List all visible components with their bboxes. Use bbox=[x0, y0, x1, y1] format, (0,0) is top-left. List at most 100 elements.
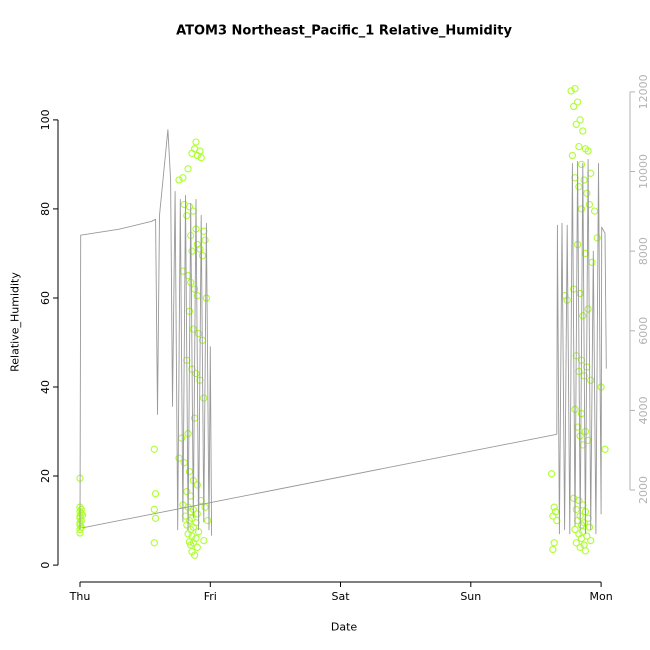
y-right-tick-label: 4000 bbox=[637, 396, 650, 424]
rh-point bbox=[151, 514, 160, 522]
rh-point bbox=[588, 258, 596, 266]
rh-point bbox=[590, 207, 599, 215]
rh-point bbox=[601, 445, 609, 453]
rh-point bbox=[193, 543, 201, 551]
rh-point bbox=[581, 427, 590, 436]
rh-point bbox=[188, 247, 196, 255]
rh-point bbox=[200, 394, 208, 402]
rh-point bbox=[570, 102, 578, 111]
rh-point bbox=[184, 530, 192, 538]
rh-point bbox=[581, 547, 590, 555]
rh-point bbox=[188, 532, 196, 540]
y-axis-label: Relative_Humidity bbox=[8, 272, 22, 372]
rh-point bbox=[550, 503, 558, 511]
rh-point bbox=[194, 329, 203, 338]
rh-point bbox=[76, 529, 84, 537]
rh-point bbox=[571, 405, 579, 413]
y-right-tick-label: 12000 bbox=[637, 74, 650, 109]
rh-point bbox=[573, 240, 582, 249]
rh-point bbox=[179, 174, 187, 182]
rh-point bbox=[175, 176, 183, 184]
rh-point bbox=[185, 203, 194, 211]
rh-point bbox=[184, 430, 192, 438]
y-left-tick-label: 0 bbox=[39, 562, 52, 569]
rh-point bbox=[575, 183, 583, 191]
rh-point bbox=[183, 211, 191, 220]
y-right-tick-label: 10000 bbox=[637, 154, 650, 189]
rh-point bbox=[183, 487, 191, 496]
y-right-tick-label: 2000 bbox=[637, 476, 650, 504]
rh-point bbox=[576, 432, 584, 440]
altitude-line-segment bbox=[556, 159, 607, 535]
x-tick-label: Sun bbox=[460, 590, 481, 603]
rh-point bbox=[593, 234, 601, 242]
x-axis-label: Date bbox=[330, 620, 358, 634]
y-right-tick-label: 8000 bbox=[637, 237, 650, 265]
rh-point bbox=[192, 369, 200, 378]
rh-point bbox=[577, 205, 586, 213]
x-tick-label: Thu bbox=[69, 590, 91, 603]
rh-point bbox=[151, 490, 160, 498]
rh-point bbox=[193, 510, 201, 518]
rh-point bbox=[587, 376, 595, 384]
rh-point bbox=[549, 512, 557, 520]
rh-point bbox=[576, 289, 584, 298]
rh-point bbox=[550, 539, 558, 547]
rh-point bbox=[587, 536, 595, 545]
rh-point bbox=[150, 505, 158, 514]
rh-point bbox=[204, 516, 212, 525]
rh-point bbox=[583, 189, 591, 197]
rh-point bbox=[150, 445, 158, 453]
x-tick-label: Mon bbox=[589, 590, 612, 603]
rh-point bbox=[193, 481, 201, 489]
rh-point bbox=[201, 236, 209, 244]
rh-point bbox=[568, 151, 577, 160]
rh-point bbox=[187, 541, 195, 549]
y-left-tick-label: 80 bbox=[39, 202, 52, 216]
y-right-tick-label: 6000 bbox=[637, 317, 650, 345]
y-left-tick-label: 100 bbox=[39, 109, 52, 130]
rh-point bbox=[190, 551, 199, 559]
rh-point bbox=[189, 325, 197, 333]
rh-point bbox=[580, 176, 588, 184]
rh-point bbox=[584, 305, 592, 313]
rh-point bbox=[202, 294, 211, 302]
rh-point bbox=[192, 138, 200, 146]
chart-title: ATOM3 Northeast_Pacific_1 Relative_Humid… bbox=[176, 23, 512, 39]
altitude-line-segment bbox=[79, 129, 213, 536]
rh-point bbox=[584, 147, 592, 155]
rh-point bbox=[577, 521, 586, 529]
rh-point bbox=[575, 496, 583, 505]
rh-point bbox=[563, 296, 571, 304]
rh-point bbox=[187, 278, 195, 287]
rh-point bbox=[579, 528, 587, 536]
rh-point bbox=[576, 543, 584, 551]
rh-point bbox=[571, 85, 579, 93]
rh-point bbox=[183, 521, 191, 529]
altitude-line-segment bbox=[82, 433, 557, 529]
rh-point bbox=[201, 503, 209, 511]
rh-point bbox=[572, 120, 580, 128]
rh-point bbox=[572, 505, 580, 514]
rh-point bbox=[579, 312, 587, 320]
y-left-tick-label: 40 bbox=[39, 380, 52, 394]
rh-point bbox=[585, 523, 594, 531]
rh-point bbox=[577, 160, 586, 169]
rh-point bbox=[573, 98, 582, 106]
rh-point bbox=[571, 525, 579, 534]
rh-point bbox=[577, 534, 586, 543]
rh-point bbox=[547, 470, 556, 478]
y-left-tick-label: 20 bbox=[39, 469, 52, 483]
rh-point bbox=[198, 252, 207, 260]
rh-point bbox=[579, 127, 587, 135]
rh-point bbox=[197, 154, 205, 162]
rh-point bbox=[585, 200, 594, 209]
y-left-tick-label: 60 bbox=[39, 291, 52, 305]
rh-point bbox=[150, 539, 158, 547]
rh-point bbox=[549, 545, 557, 554]
x-tick-label: Sat bbox=[331, 590, 350, 603]
rh-point bbox=[576, 116, 584, 124]
rh-point bbox=[572, 539, 580, 547]
